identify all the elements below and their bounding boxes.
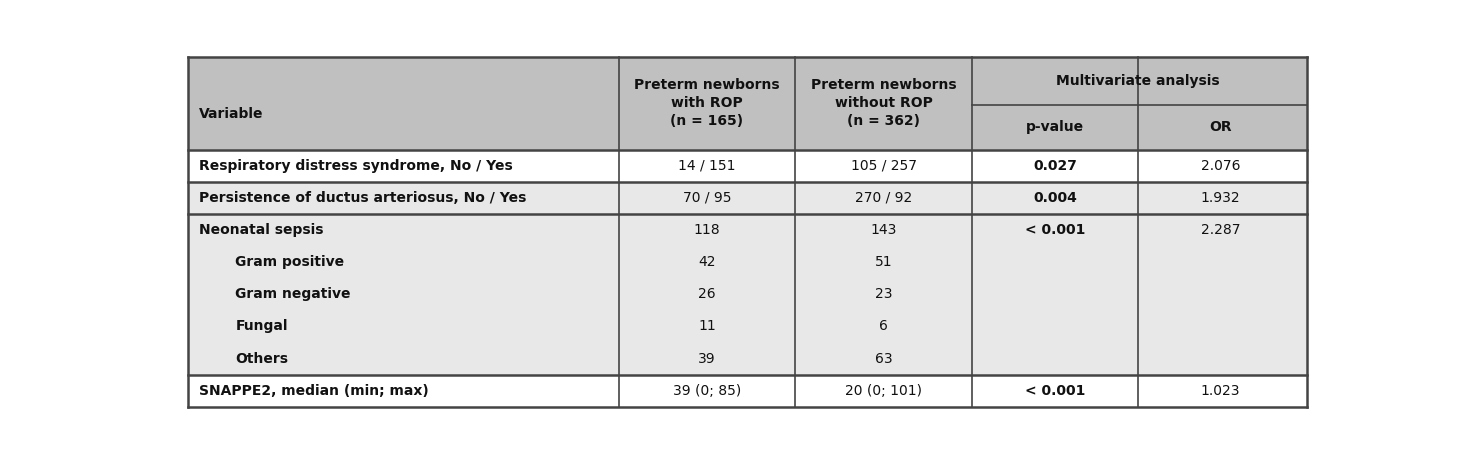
Bar	[188, 57, 1306, 150]
Text: Neonatal sepsis: Neonatal sepsis	[200, 223, 324, 237]
Text: Multivariate analysis: Multivariate analysis	[1056, 74, 1219, 88]
Text: 0.027: 0.027	[1032, 159, 1077, 173]
Text: 1.932: 1.932	[1200, 191, 1241, 205]
Text: 105 / 257: 105 / 257	[850, 159, 917, 173]
Bar	[188, 214, 1306, 246]
Text: p-value: p-value	[1026, 120, 1083, 134]
Bar	[188, 246, 1306, 278]
Text: 70 / 95: 70 / 95	[682, 191, 732, 205]
Text: 14 / 151: 14 / 151	[678, 159, 736, 173]
Bar	[188, 182, 1306, 214]
Text: Gram negative: Gram negative	[235, 287, 351, 301]
Text: 51: 51	[875, 255, 892, 269]
Text: Variable: Variable	[200, 107, 264, 121]
Text: 20 (0; 101): 20 (0; 101)	[846, 384, 923, 397]
Text: Gram positive: Gram positive	[235, 255, 344, 269]
Text: < 0.001: < 0.001	[1025, 384, 1085, 397]
Bar	[188, 310, 1306, 342]
Text: SNAPPE2, median (min; max): SNAPPE2, median (min; max)	[200, 384, 429, 397]
Text: Respiratory distress syndrome, No / Yes: Respiratory distress syndrome, No / Yes	[200, 159, 513, 173]
Text: 39: 39	[698, 352, 716, 365]
Text: 23: 23	[875, 287, 892, 301]
Text: 2.076: 2.076	[1201, 159, 1241, 173]
Text: < 0.001: < 0.001	[1025, 223, 1085, 237]
Bar	[188, 342, 1306, 375]
Text: 26: 26	[698, 287, 716, 301]
Text: 39 (0; 85): 39 (0; 85)	[672, 384, 741, 397]
Text: Preterm newborns
without ROP
(n = 362): Preterm newborns without ROP (n = 362)	[811, 78, 956, 128]
Text: 2.287: 2.287	[1201, 223, 1241, 237]
Text: 118: 118	[694, 223, 720, 237]
Bar	[188, 375, 1306, 407]
Text: Others: Others	[235, 352, 289, 365]
Text: Persistence of ductus arteriosus, No / Yes: Persistence of ductus arteriosus, No / Y…	[200, 191, 526, 205]
Text: Fungal: Fungal	[235, 319, 287, 333]
Text: 0.004: 0.004	[1032, 191, 1077, 205]
Text: 6: 6	[879, 319, 888, 333]
Text: 143: 143	[870, 223, 897, 237]
Text: 270 / 92: 270 / 92	[854, 191, 913, 205]
Bar	[188, 278, 1306, 310]
Bar	[188, 150, 1306, 182]
Text: OR: OR	[1209, 120, 1232, 134]
Text: 1.023: 1.023	[1201, 384, 1241, 397]
Text: 63: 63	[875, 352, 892, 365]
Text: Preterm newborns
with ROP
(n = 165): Preterm newborns with ROP (n = 165)	[634, 78, 780, 128]
Text: 11: 11	[698, 319, 716, 333]
Text: 42: 42	[698, 255, 716, 269]
